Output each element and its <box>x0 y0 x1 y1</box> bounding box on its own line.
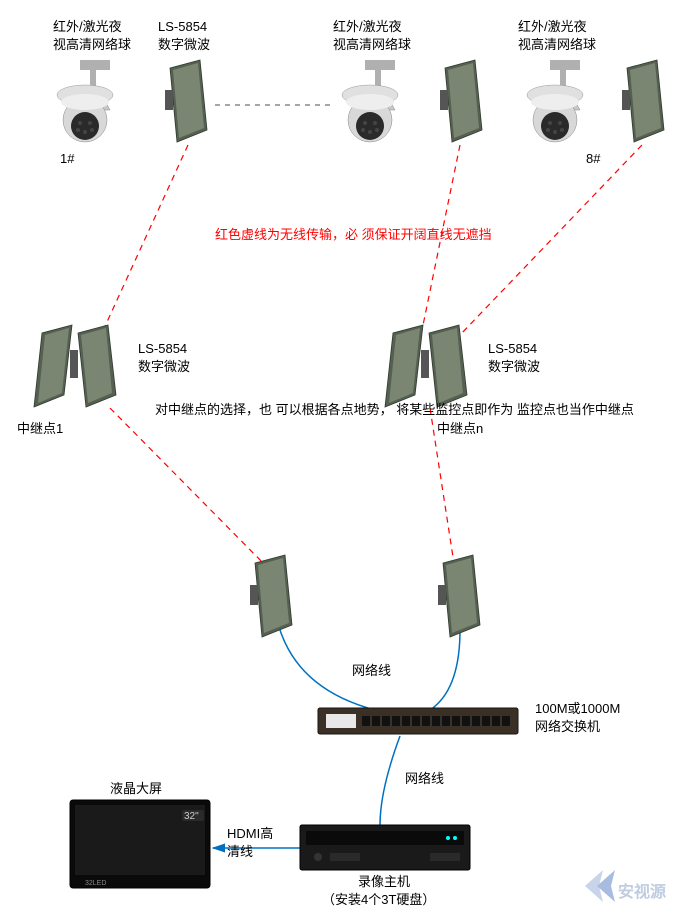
nvr-label: 录像主机 <box>358 873 410 891</box>
netcable-label-1: 网络线 <box>352 662 391 680</box>
edge-wireless-1 <box>101 145 188 335</box>
camera-3-sub: 8# <box>586 150 600 168</box>
rx-antenna-2-icon <box>438 555 480 637</box>
camera-1-icon <box>57 60 113 142</box>
monitor-label: 液晶大屏 <box>110 780 162 798</box>
note-wireless: 红色虚线为无线传输，必 须保证开阔直线无遮挡 <box>215 225 492 245</box>
relay-1-label: LS-5854 数字微波 <box>138 340 190 376</box>
rx-antenna-1-icon <box>250 555 292 637</box>
monitor-badge: 32" <box>184 811 199 822</box>
watermark-text: 安视源 <box>618 878 666 902</box>
switch-label: 100M或1000M 网络交换机 <box>535 700 620 736</box>
relay-1-icon <box>34 325 116 407</box>
antenna-2-icon <box>440 60 482 142</box>
relay-2-sublabel: 中继点n <box>437 420 483 438</box>
camera-2-icon <box>342 60 398 142</box>
nvr-sublabel: （安装4个3T硬盘） <box>322 891 435 909</box>
relay-2-icon <box>385 325 467 407</box>
edge-netcable-3 <box>380 736 400 825</box>
edge-wireless-4 <box>110 408 270 570</box>
edge-netcable-2 <box>430 630 460 710</box>
relay-1-sublabel: 中继点1 <box>17 420 63 438</box>
antenna-1-icon <box>165 60 207 142</box>
nvr-icon <box>300 825 470 870</box>
watermark-icon <box>585 870 615 902</box>
diagram-canvas: 32LED <box>0 0 683 924</box>
camera-2-label: 红外/激光夜 视高清网络球 <box>333 18 411 54</box>
camera-1-sub: 1# <box>60 150 74 168</box>
switch-icon <box>318 708 518 734</box>
note-relay: 对中继点的选择，也 可以根据各点地势， 将某些监控点即作为 监控点也当作中继点 <box>155 400 634 420</box>
hdmi-label: HDMI高 清线 <box>227 825 273 861</box>
netcable-label-2: 网络线 <box>405 770 444 788</box>
camera-3-label: 红外/激光夜 视高清网络球 <box>518 18 596 54</box>
camera-1-label: 红外/激光夜 视高清网络球 <box>53 18 131 54</box>
relay-2-label: LS-5854 数字微波 <box>488 340 540 376</box>
antenna-1-label: LS-5854 数字微波 <box>158 18 210 54</box>
antenna-3-icon <box>622 60 664 142</box>
camera-3-icon <box>527 60 583 142</box>
